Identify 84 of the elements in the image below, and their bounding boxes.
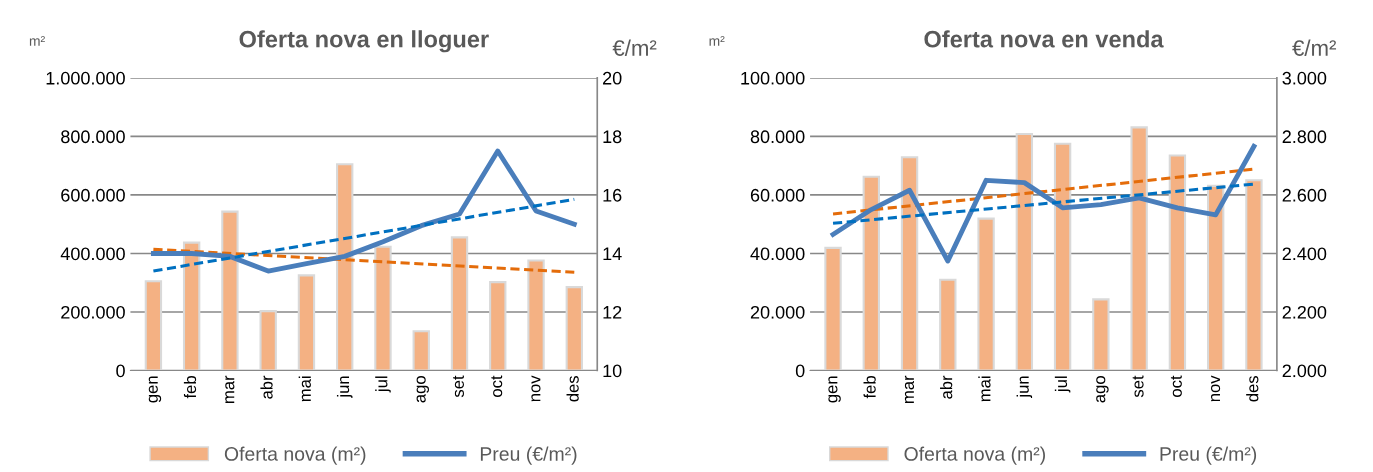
bar bbox=[1168, 154, 1187, 371]
x-tick-label: mar bbox=[904, 375, 915, 403]
y2-tick-label: 12 bbox=[603, 305, 622, 319]
bar bbox=[977, 217, 995, 371]
x-tick-label: jul bbox=[375, 376, 391, 393]
x-tick-label: mai bbox=[298, 376, 311, 402]
x-tick-label: oct bbox=[1170, 375, 1182, 397]
x-tick-label: mai bbox=[978, 376, 991, 402]
bar bbox=[1015, 133, 1034, 371]
x-tick-label: jun bbox=[336, 376, 353, 399]
line-series bbox=[150, 148, 577, 274]
y-tick-label: 20.000 bbox=[750, 305, 805, 319]
y2-tick-label: 2.800 bbox=[1282, 130, 1327, 144]
x-tick-label: feb bbox=[183, 376, 197, 399]
y-tick-label: 80.000 bbox=[750, 130, 805, 144]
x-tick-label: des bbox=[1246, 375, 1259, 402]
x-tick-label: des bbox=[566, 375, 579, 402]
x-tick-label: ago bbox=[416, 376, 430, 403]
x-tick-label: jul bbox=[1054, 376, 1071, 393]
x-tick-label: nov bbox=[1211, 375, 1221, 402]
x-tick-label: mar bbox=[225, 375, 235, 403]
y2-tick-label: 2.000 bbox=[1282, 364, 1327, 378]
y2-axis-title: €/m² bbox=[1292, 39, 1337, 56]
x-tick-label: gen bbox=[148, 376, 162, 403]
y2-tick-label: 16 bbox=[603, 188, 622, 202]
bar bbox=[221, 210, 239, 371]
y-tick-label: 400.000 bbox=[60, 247, 125, 261]
y-tick-label: 40.000 bbox=[750, 247, 805, 261]
x-tick-label: feb bbox=[863, 376, 876, 399]
y-axis-title: m² bbox=[29, 36, 45, 46]
bar bbox=[1130, 126, 1148, 371]
x-tick-label: abr bbox=[260, 375, 273, 399]
bar bbox=[144, 280, 163, 371]
y2-axis-title: €/m² bbox=[612, 39, 657, 56]
y-tick-label: 200.000 bbox=[61, 305, 125, 319]
bar bbox=[862, 175, 880, 371]
x-tick-label: ago bbox=[1096, 376, 1109, 403]
y-tick-label: 600.000 bbox=[61, 188, 125, 202]
x-tick-label: nov bbox=[531, 375, 541, 402]
legend-label: Preu (€/m²) bbox=[480, 446, 577, 465]
bar bbox=[1206, 184, 1225, 371]
y2-tick-label: 3.000 bbox=[1282, 71, 1327, 85]
bar bbox=[182, 241, 201, 371]
line-series bbox=[830, 143, 1257, 264]
y2-tick-label: 2.400 bbox=[1282, 247, 1327, 261]
bar bbox=[297, 274, 316, 371]
y-tick-label: 1.000.000 bbox=[46, 71, 125, 85]
bar bbox=[565, 286, 583, 371]
y2-tick-label: 18 bbox=[603, 130, 622, 144]
y2-tick-label: 20 bbox=[603, 71, 622, 85]
bar bbox=[527, 259, 545, 371]
x-tick-label: set bbox=[1132, 375, 1144, 398]
y-tick-label: 60.000 bbox=[750, 188, 805, 202]
x-tick-label: set bbox=[453, 375, 464, 398]
legend-label: Oferta nova (m²) bbox=[904, 446, 1045, 465]
x-tick-label: jun bbox=[1016, 376, 1033, 399]
x-tick-label: oct bbox=[491, 375, 503, 397]
bar bbox=[1092, 298, 1110, 371]
x-tick-label: gen bbox=[828, 376, 841, 403]
y2-tick-label: 10 bbox=[603, 364, 622, 378]
bar bbox=[450, 236, 469, 371]
chart-title: Oferta nova en venda bbox=[924, 30, 1164, 48]
y-axis-title: m² bbox=[709, 36, 725, 46]
chart-title: Oferta nova en lloguer bbox=[239, 30, 489, 53]
bar bbox=[1245, 179, 1263, 371]
legend-label: Oferta nova (m²) bbox=[224, 446, 366, 465]
y2-tick-label: 2.200 bbox=[1282, 305, 1327, 319]
y2-tick-label: 2.600 bbox=[1282, 188, 1327, 202]
y-tick-label: 100.000 bbox=[741, 71, 805, 85]
y2-tick-label: 14 bbox=[603, 247, 622, 261]
legend-label: Preu (€/m²) bbox=[1160, 446, 1257, 465]
bar bbox=[259, 310, 277, 371]
bar bbox=[824, 246, 842, 371]
y-tick-label: 0 bbox=[795, 364, 805, 378]
y-tick-label: 0 bbox=[116, 364, 125, 378]
y-tick-label: 800.000 bbox=[61, 130, 125, 144]
bar bbox=[336, 163, 354, 371]
bar bbox=[489, 281, 507, 371]
bar bbox=[900, 156, 919, 371]
bar bbox=[412, 330, 430, 371]
x-tick-label: abr bbox=[940, 375, 953, 399]
bar bbox=[939, 278, 957, 371]
bar bbox=[374, 245, 392, 371]
bar bbox=[1053, 142, 1072, 371]
